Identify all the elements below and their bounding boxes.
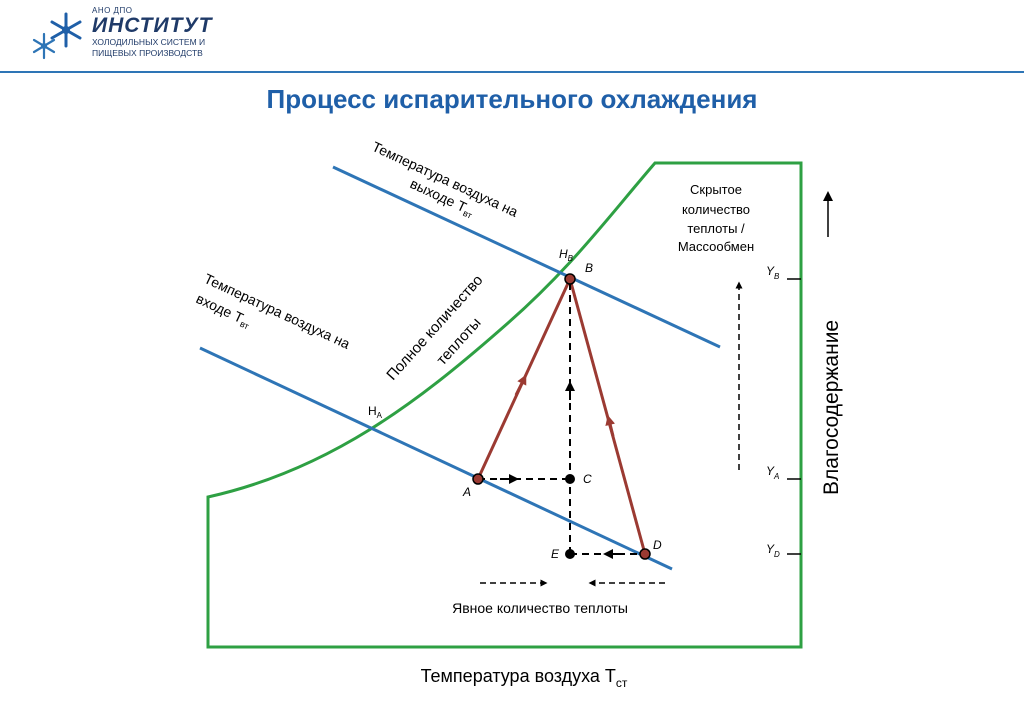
point-a-label: A (462, 485, 471, 499)
snowflake-logo-icon (32, 12, 82, 60)
org-name: ИНСТИТУТ (92, 14, 213, 37)
ha-label: HA (368, 404, 383, 420)
latent-label-4: Массообмен (678, 239, 754, 254)
point-a-marker (472, 473, 484, 485)
point-c-marker (565, 474, 575, 484)
point-c-label: C (583, 472, 592, 486)
point-e-marker (565, 549, 575, 559)
ya-label: YA (766, 464, 779, 481)
point-b-marker (564, 273, 576, 285)
point-d-label: D (653, 538, 662, 552)
latent-label-2: количество (682, 202, 750, 217)
process-arrow-d-b (605, 415, 616, 437)
yd-label: YD (766, 542, 780, 559)
x-axis-label: Температура воздуха Тст (421, 666, 628, 690)
point-e-label: E (551, 547, 560, 561)
header: АНО ДПО ИНСТИТУТ ХОЛОДИЛЬНЫХ СИСТЕМ И ПИ… (0, 0, 1024, 73)
y-axis-label: Влагосодержание (820, 320, 843, 495)
sensible-heat-label: Явное количество теплоты (452, 600, 628, 616)
org-line-1: ХОЛОДИЛЬНЫХ СИСТЕМ И (92, 37, 206, 47)
yb-label: YB (766, 264, 780, 281)
outlet-enthalpy-line (332, 165, 721, 349)
process-line-d-b (568, 278, 647, 555)
slide-title: Процесс испарительного охлаждения (266, 84, 758, 114)
hb-label: HB (559, 247, 574, 263)
org-small: АНО ДПО (92, 6, 133, 15)
process-arrow-a-b (514, 374, 527, 396)
inlet-enthalpy-line (199, 346, 673, 571)
org-line-2: ПИЩЕВЫХ ПРОИЗВОДСТВ (92, 48, 203, 58)
latent-label-1: Скрытое (690, 182, 742, 197)
org-logo-text: АНО ДПО ИНСТИТУТ ХОЛОДИЛЬНЫХ СИСТЕМ И ПИ… (92, 6, 212, 59)
point-b-label: B (585, 261, 593, 275)
saturation-curve (206, 161, 803, 649)
latent-label-3: теплоты / (687, 221, 745, 236)
header-divider (0, 71, 1024, 73)
point-d-marker (639, 548, 651, 560)
outlet-line-label-1: Температура воздуха на (370, 138, 521, 220)
